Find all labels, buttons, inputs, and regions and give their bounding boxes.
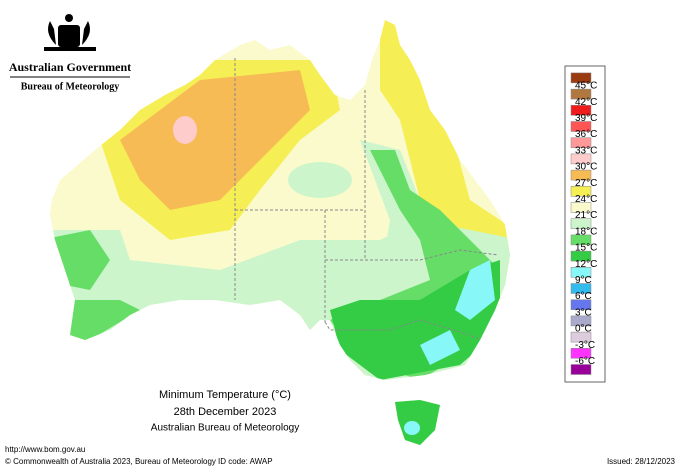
legend-swatch	[570, 105, 592, 116]
legend-swatch	[570, 218, 592, 229]
legend-swatch	[570, 299, 592, 310]
legend-label: 45°C	[575, 81, 597, 92]
legend-label: 3°C	[575, 307, 592, 318]
legend-swatch	[570, 88, 592, 100]
legend-label: 39°C	[575, 113, 597, 124]
legend-swatch	[570, 267, 592, 278]
legend-swatch	[570, 169, 592, 181]
legend-label: 21°C	[575, 210, 597, 221]
legend-label: -6°C	[575, 356, 595, 367]
legend-swatch	[570, 315, 592, 327]
legend-swatch	[570, 72, 592, 84]
legend-label: 30°C	[575, 162, 597, 173]
temperature-map	[50, 20, 510, 445]
legend-label: 27°C	[575, 178, 597, 189]
legend-label: 0°C	[575, 324, 592, 335]
map-date: 28th December 2023	[174, 406, 277, 418]
legend-label: 6°C	[575, 291, 592, 302]
legend: 45°C 42°C 39°C 36°C 33°C 30°C 27°C 24°C 21°C 18°C…	[570, 72, 597, 375]
legend-label: 18°C	[575, 226, 597, 237]
legend-swatch	[570, 348, 592, 359]
legend-swatch	[570, 250, 592, 262]
legend-swatch	[570, 186, 592, 197]
footer-id-code: ID code: AWAP	[218, 457, 273, 466]
state-borders	[234, 58, 499, 341]
legend-label: 33°C	[575, 145, 597, 156]
legend-label: 15°C	[575, 243, 597, 254]
legend-label: 36°C	[575, 129, 597, 140]
legend-swatch	[570, 331, 592, 343]
legend-swatch	[570, 364, 592, 375]
legend-swatch	[570, 153, 592, 165]
legend-label: 12°C	[575, 259, 597, 270]
legend-label: 24°C	[575, 194, 597, 205]
legend-label: -3°C	[575, 340, 595, 351]
legend-swatch	[570, 137, 592, 148]
footer-issued: Issued: 28/12/2023	[607, 457, 676, 466]
legend-label: 42°C	[575, 97, 597, 108]
legend-swatch	[570, 121, 592, 132]
legend-swatch	[570, 234, 592, 246]
government-name: Australian Government	[9, 60, 131, 74]
legend-swatch	[570, 283, 592, 294]
footer-url: http://www.bom.gov.au	[5, 445, 85, 454]
legend-label: 9°C	[575, 275, 592, 286]
footer-copyright: © Commonwealth of Australia 2023, Bureau…	[5, 457, 216, 466]
agency-name: Bureau of Meteorology	[21, 81, 120, 92]
coat-of-arms	[44, 14, 96, 51]
map-title: Minimum Temperature (°C)	[159, 389, 291, 401]
map-source: Australian Bureau of Meteorology	[151, 423, 299, 434]
legend-swatch	[570, 202, 592, 213]
